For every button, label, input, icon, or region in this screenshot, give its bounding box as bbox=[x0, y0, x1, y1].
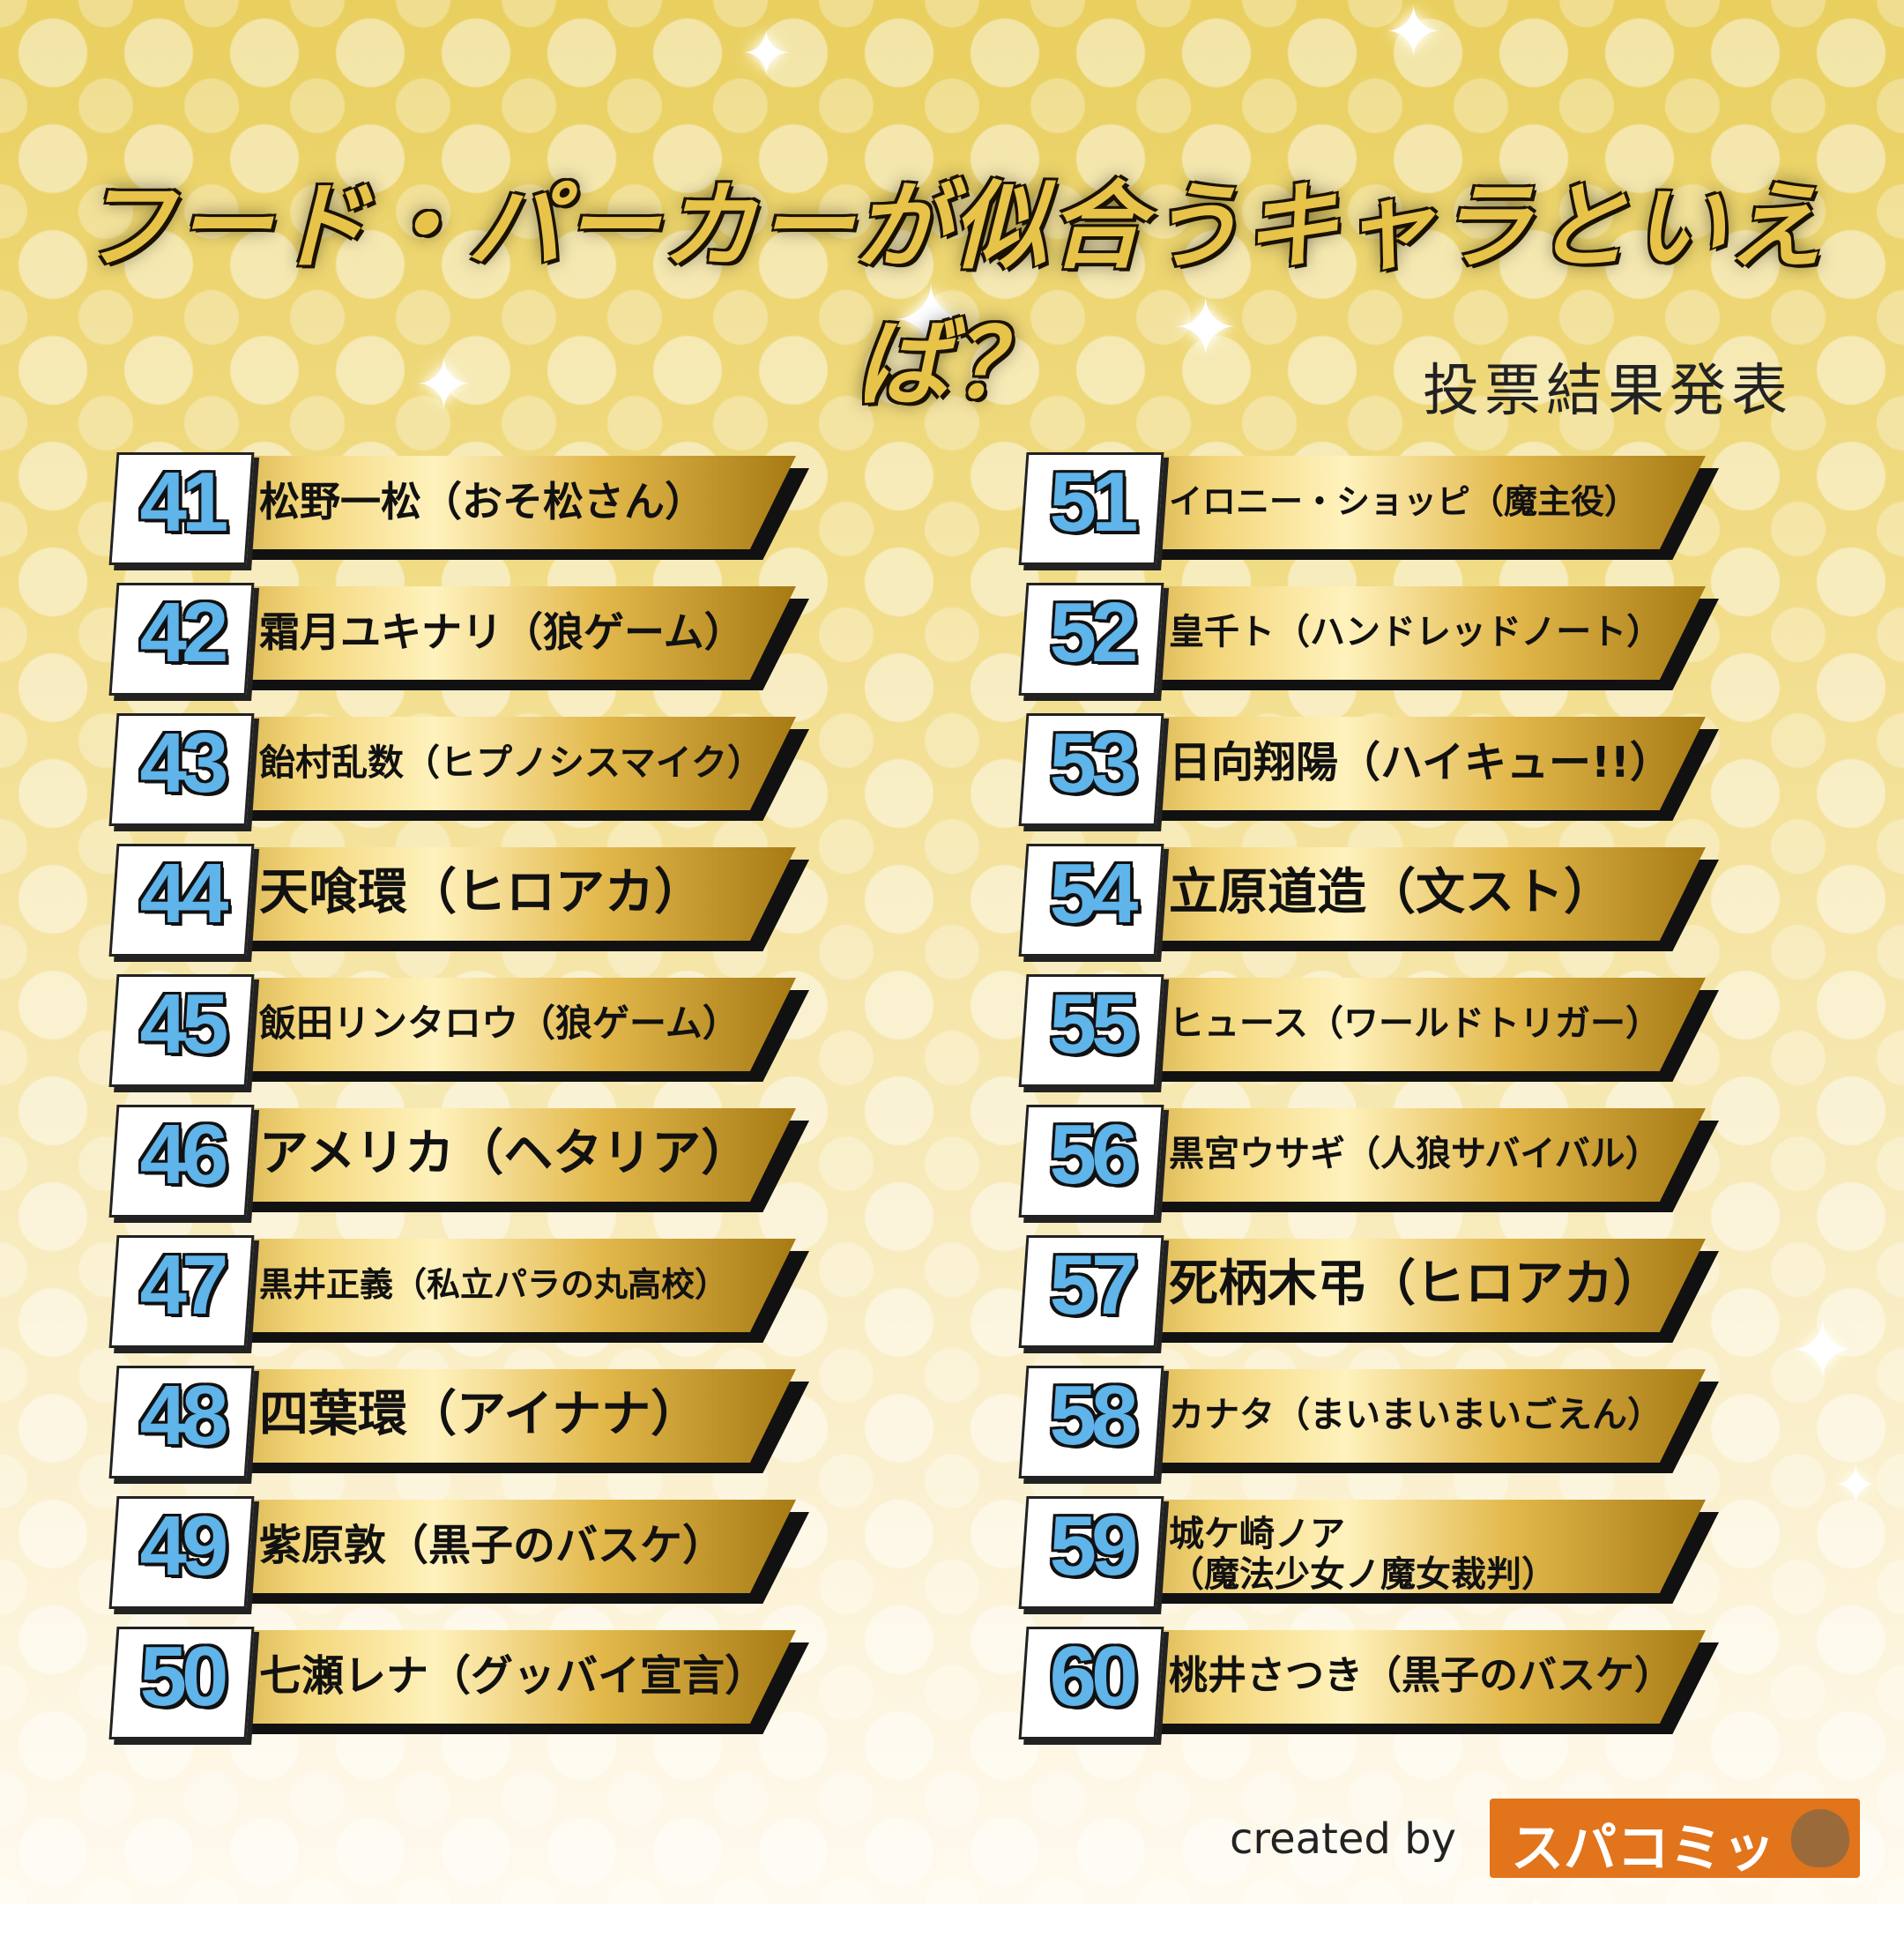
ranking-row: 54 立原道造（文スト） bbox=[1014, 837, 1745, 967]
sparkle-icon: ✦ bbox=[414, 344, 474, 426]
capybara-icon bbox=[1791, 1809, 1849, 1867]
rank-name: 霜月ユキナリ（狼ゲーム） bbox=[259, 608, 745, 656]
rank-name: 死柄木弔（ヒロアカ） bbox=[1169, 1255, 1662, 1313]
ranking-row: 53 日向翔陽（ハイキュー!!） bbox=[1014, 706, 1745, 837]
rank-name: 皇千ト（ハンドレッドノート） bbox=[1169, 612, 1662, 652]
rank-number: 47 bbox=[139, 1238, 229, 1332]
brand-logo: スパコミック!! bbox=[1490, 1799, 1860, 1955]
ranking-row: 46 アメリカ（ヘタリア） bbox=[104, 1098, 836, 1228]
sparkle-icon: ✦ bbox=[1789, 1305, 1856, 1397]
ranking-row: 43 飴村乱数（ヒプノシスマイク） bbox=[104, 706, 836, 837]
ranking-row: 57 死柄木弔（ヒロアカ） bbox=[1014, 1228, 1745, 1359]
ranking-row: 60 桃井さつき（黒子のバスケ） bbox=[1014, 1620, 1745, 1750]
rank-name: アメリカ（ヘタリア） bbox=[259, 1125, 751, 1182]
rank-number: 41 bbox=[139, 455, 229, 549]
rank-number: 48 bbox=[139, 1368, 229, 1463]
rank-number: 43 bbox=[139, 716, 229, 810]
rank-name: 松野一松（おそ松さん） bbox=[259, 478, 705, 525]
rank-name: イロニー・ショッピ（魔主役） bbox=[1169, 482, 1639, 521]
rank-number: 42 bbox=[139, 585, 229, 680]
ranking-row: 49 紫原敦（黒子のバスケ） bbox=[104, 1489, 836, 1620]
rank-name: 黒井正義（私立パラの丸高校） bbox=[259, 1265, 729, 1304]
rank-name: 七瀬レナ（グッバイ宣言） bbox=[259, 1651, 768, 1701]
rank-number: 59 bbox=[1049, 1499, 1139, 1593]
rank-number: 54 bbox=[1049, 846, 1139, 941]
rank-name: ヒュース（ワールドトリガー） bbox=[1169, 1003, 1661, 1044]
ranking-row: 52 皇千ト（ハンドレッドノート） bbox=[1014, 576, 1745, 706]
rank-name-line2: （魔法少女ノ魔女裁判） bbox=[1169, 1554, 1557, 1595]
sparkle-icon: ✦ bbox=[1833, 1455, 1878, 1516]
rank-number: 55 bbox=[1049, 977, 1139, 1071]
rank-number: 57 bbox=[1049, 1238, 1139, 1332]
ranking-row: 55 ヒュース（ワールドトリガー） bbox=[1014, 967, 1745, 1098]
rank-number: 51 bbox=[1049, 455, 1139, 549]
ranking-row: 44 天喰環（ヒロアカ） bbox=[104, 837, 836, 967]
ranking-row: 56 黒宮ウサギ（人狼サバイバル） bbox=[1014, 1098, 1745, 1228]
rank-number: 56 bbox=[1049, 1107, 1139, 1202]
rank-name: 飴村乱数（ヒプノシスマイク） bbox=[259, 741, 763, 784]
rank-name: 立原道造（文スト） bbox=[1169, 864, 1613, 921]
rank-number: 52 bbox=[1049, 585, 1139, 680]
rank-number: 60 bbox=[1049, 1629, 1139, 1724]
rank-name: 四葉環（アイナナ） bbox=[259, 1386, 701, 1443]
sparkle-icon: ✦ bbox=[890, 264, 972, 377]
rank-name-line1: 城ケ崎ノア bbox=[1169, 1514, 1345, 1554]
ranking-row: 48 四葉環（アイナナ） bbox=[104, 1359, 836, 1489]
ranking-row: 42 霜月ユキナリ（狼ゲーム） bbox=[104, 576, 836, 706]
ranking-row: 47 黒井正義（私立パラの丸高校） bbox=[104, 1228, 836, 1359]
credit-text: created by bbox=[1230, 1814, 1456, 1864]
rank-name: 黒宮ウサギ（人狼サバイバル） bbox=[1169, 1134, 1661, 1174]
ranking-row: 59 城ケ崎ノア （魔法少女ノ魔女裁判） bbox=[1014, 1489, 1745, 1620]
ranking-row: 50 七瀬レナ（グッバイ宣言） bbox=[104, 1620, 836, 1750]
rank-name: 桃井さつき（黒子のバスケ） bbox=[1169, 1653, 1673, 1698]
ranking-row: 41 松野一松（おそ松さん） bbox=[104, 445, 836, 576]
rank-number: 49 bbox=[139, 1499, 229, 1593]
rank-number: 50 bbox=[139, 1629, 229, 1724]
rank-name: 飯田リンタロウ（狼ゲーム） bbox=[259, 1002, 740, 1045]
rank-name: 天喰環（ヒロアカ） bbox=[259, 864, 703, 921]
rank-name: 日向翔陽（ハイキュー!!） bbox=[1169, 738, 1672, 787]
sparkle-icon: ✦ bbox=[1384, 0, 1444, 73]
rank-number: 46 bbox=[139, 1107, 229, 1202]
sparkle-icon: ✦ bbox=[1172, 282, 1239, 375]
rank-number: 53 bbox=[1049, 716, 1139, 810]
rank-number: 58 bbox=[1049, 1368, 1139, 1463]
rank-name: 城ケ崎ノア （魔法少女ノ魔女裁判） bbox=[1169, 1514, 1698, 1595]
page-title: フード・パーカーが似合うキャラといえば？ bbox=[78, 172, 1825, 420]
ranking-column-right: 51 イロニー・ショッピ（魔主役） 52 皇千ト（ハンドレッドノート） 53 日… bbox=[1014, 445, 1745, 1750]
sparkle-icon: ✦ bbox=[740, 18, 792, 90]
ranking-row: 45 飯田リンタロウ（狼ゲーム） bbox=[104, 967, 836, 1098]
ranking-column-left: 41 松野一松（おそ松さん） 42 霜月ユキナリ（狼ゲーム） 43 飴村乱数（ヒ… bbox=[104, 445, 836, 1750]
rank-name: 紫原敦（黒子のバスケ） bbox=[259, 1521, 725, 1570]
ranking-row: 58 カナタ（まいまいまいごえん） bbox=[1014, 1359, 1745, 1489]
rank-name: カナタ（まいまいまいごえん） bbox=[1169, 1395, 1662, 1435]
page-subtitle: 投票結果発表 bbox=[1423, 359, 1793, 424]
rank-number: 45 bbox=[139, 977, 229, 1071]
ranking-row: 51 イロニー・ショッピ（魔主役） bbox=[1014, 445, 1745, 576]
rank-number: 44 bbox=[139, 846, 229, 941]
